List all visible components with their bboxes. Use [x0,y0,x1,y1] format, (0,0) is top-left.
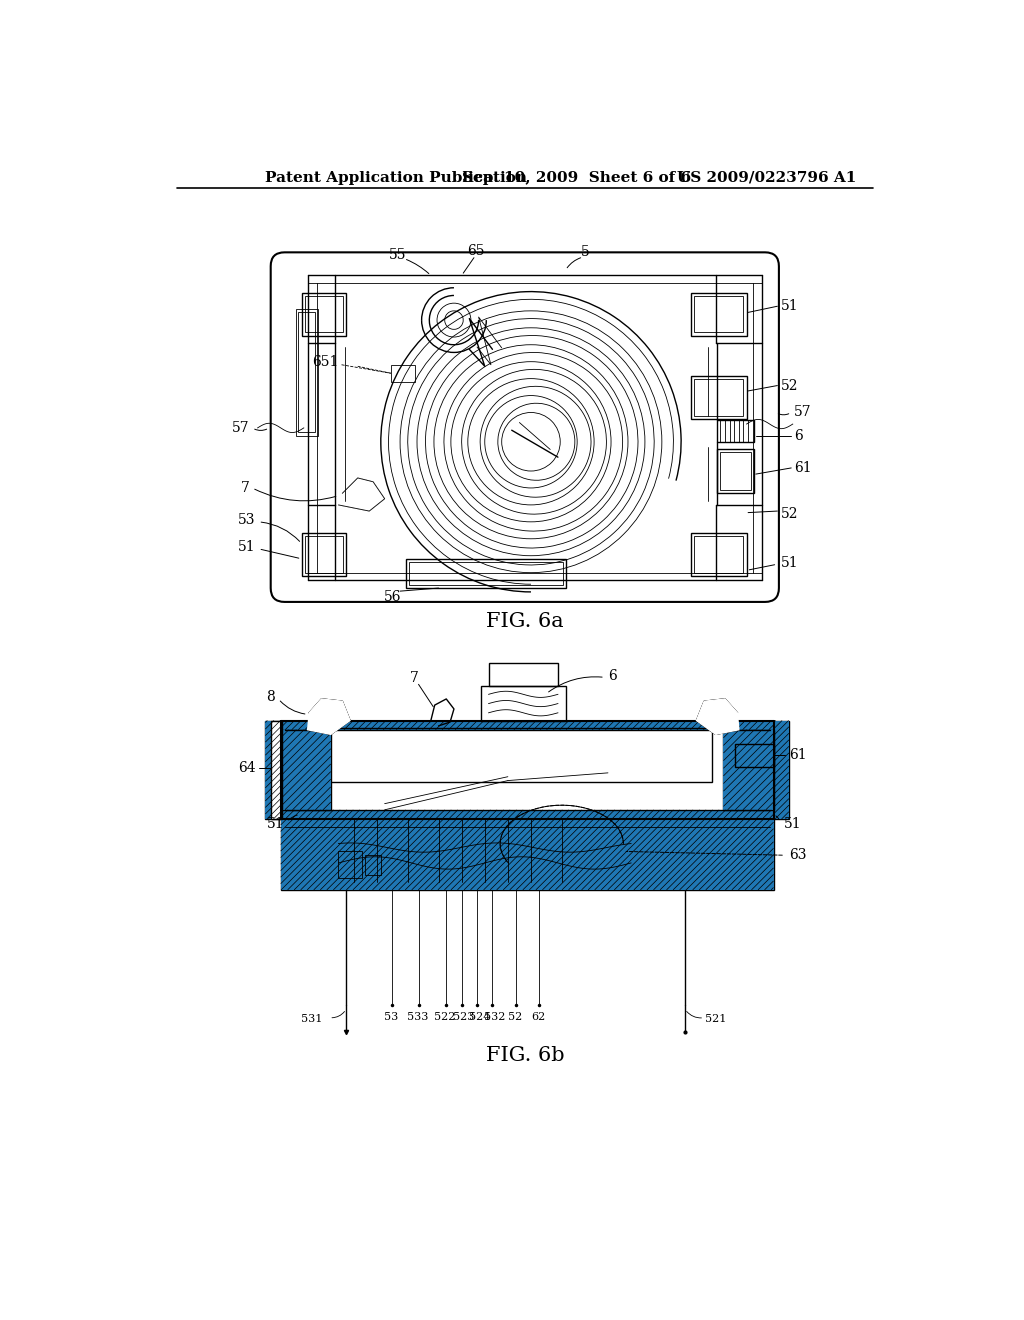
Bar [339,851,361,878]
Bar [410,562,563,585]
Text: 52: 52 [780,379,798,392]
Bar [773,721,788,818]
Text: 51: 51 [783,817,801,832]
Text: 524: 524 [469,1012,490,1022]
Bar [281,730,331,810]
Polygon shape [307,700,350,734]
Text: 52: 52 [780,507,798,521]
Text: 6: 6 [608,669,616,682]
Bar [265,721,281,818]
Text: 56: 56 [384,590,401,605]
Text: 65: 65 [467,244,484,257]
Bar [407,558,566,589]
Text: 521: 521 [706,1014,726,1024]
Text: 53: 53 [384,1012,398,1022]
Bar [724,730,773,810]
Text: 51: 51 [267,817,285,832]
Text: 8: 8 [266,690,275,705]
Bar [773,721,788,818]
Bar [717,420,755,442]
Text: 52: 52 [509,1012,522,1022]
Polygon shape [696,700,739,734]
Text: Patent Application Publication: Patent Application Publication [265,170,527,185]
Bar [281,721,773,730]
Text: 55: 55 [389,248,407,261]
Text: 7: 7 [241,480,250,495]
Text: 57: 57 [232,421,250,434]
Bar [281,818,773,890]
Bar [265,721,281,818]
Bar [724,730,773,810]
Bar [301,533,346,576]
Text: 57: 57 [795,405,812,420]
Text: FIG. 6b: FIG. 6b [485,1045,564,1065]
Text: 6: 6 [795,429,803,442]
Bar [270,721,283,818]
Text: 64: 64 [239,762,256,775]
Bar [691,533,746,576]
Text: 62: 62 [531,1012,546,1022]
Text: 651: 651 [312,355,339,370]
Bar [304,296,343,333]
Bar [481,686,565,721]
Bar [296,309,317,436]
Text: FIG. 6a: FIG. 6a [486,612,563,631]
Bar [281,730,331,810]
Bar [488,663,558,686]
Text: 5: 5 [581,246,589,259]
Bar [691,376,746,418]
Bar [366,855,381,875]
Bar [281,810,773,818]
Text: 51: 51 [780,556,798,570]
Bar [301,293,346,335]
Bar [304,536,343,573]
Text: 531: 531 [301,1014,323,1024]
Text: 51: 51 [780,300,798,313]
Bar [298,313,315,432]
Text: 53: 53 [238,513,255,527]
Bar [327,729,712,781]
FancyBboxPatch shape [270,252,779,602]
Bar [720,451,752,490]
Text: 51: 51 [238,540,255,554]
Text: 7: 7 [410,671,419,685]
Text: Sep. 10, 2009  Sheet 6 of 6: Sep. 10, 2009 Sheet 6 of 6 [462,170,691,185]
Bar [694,296,743,333]
Text: 61: 61 [795,461,812,475]
Text: 532: 532 [484,1012,506,1022]
Text: 63: 63 [788,849,807,862]
Bar [717,449,755,494]
Bar [281,818,773,890]
Text: 523: 523 [453,1012,474,1022]
Bar [735,743,773,767]
Bar [694,379,743,416]
Text: 61: 61 [788,748,807,762]
Text: 533: 533 [408,1012,428,1022]
Text: 522: 522 [434,1012,456,1022]
Bar [694,536,743,573]
Polygon shape [339,478,385,511]
Bar [691,293,746,335]
Text: US 2009/0223796 A1: US 2009/0223796 A1 [677,170,857,185]
Bar [391,364,416,381]
